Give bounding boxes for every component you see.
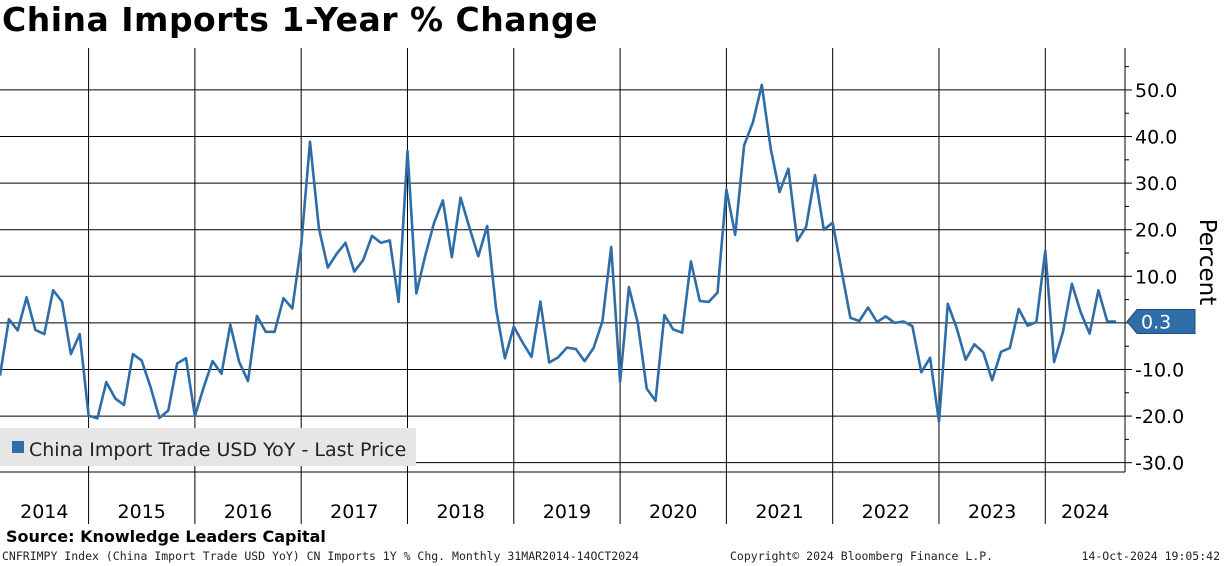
x-tick-label-2014: 2014 [20,501,68,523]
legend-background [0,428,416,466]
y-tick-labels: 50.0 40.0 30.0 20.0 10.0 -10.0 -20.0 -30.0 [1135,80,1184,475]
chart-title: China Imports 1-Year % Change [2,0,599,39]
y-tick-label: 40.0 [1135,127,1177,149]
last-value-marker: 0.3 [1126,309,1196,335]
footer-index-info: CNFRIMPY Index (China Import Trade USD Y… [2,549,639,563]
x-tick-label-2018: 2018 [436,501,484,523]
x-tick-label-2023: 2023 [968,501,1016,523]
x-tick-label-2015: 2015 [118,501,166,523]
footer-copyright: Copyright© 2024 Bloomberg Finance L.P. [730,549,994,563]
x-tick-label-2017: 2017 [330,501,378,523]
right-axis-background [1125,0,1224,472]
legend-swatch [12,441,24,453]
x-tick-label-2021: 2021 [755,501,803,523]
x-year-labels: 2014 2015 2016 2017 2018 2019 2020 2021 2022 2023… [20,501,1109,523]
footer-timestamp: 14-Oct-2024 19:05:42 [1081,549,1220,563]
legend-label: China Import Trade USD YoY - Last Price [29,439,406,461]
vertical-gridlines [88,48,1046,524]
series-points [0,84,1117,422]
y-tick-label: -10.0 [1135,359,1184,381]
axes [0,48,1126,473]
y-axis-label: Percent [1194,219,1220,306]
x-tick-label-2019: 2019 [543,501,591,523]
y-tick-label: 20.0 [1135,220,1177,242]
last-value-label: 0.3 [1141,312,1171,334]
y-tick-label: 30.0 [1135,173,1177,195]
x-tick-label-2016: 2016 [224,501,272,523]
series-line-china-imports [0,83,1117,423]
y-tick-label: 10.0 [1135,266,1177,288]
last-value-box [1126,309,1196,335]
x-tick-label-2024: 2024 [1061,501,1109,523]
y-tick-label: -30.0 [1135,453,1184,475]
source-note: Source: Knowledge Leaders Capital [6,527,326,546]
legend: China Import Trade USD YoY - Last Price [0,428,416,466]
y-tick-label: 50.0 [1135,80,1177,102]
y-tick-label: -20.0 [1135,406,1184,428]
x-tick-label-2022: 2022 [862,501,910,523]
x-tick-label-2020: 2020 [649,501,697,523]
